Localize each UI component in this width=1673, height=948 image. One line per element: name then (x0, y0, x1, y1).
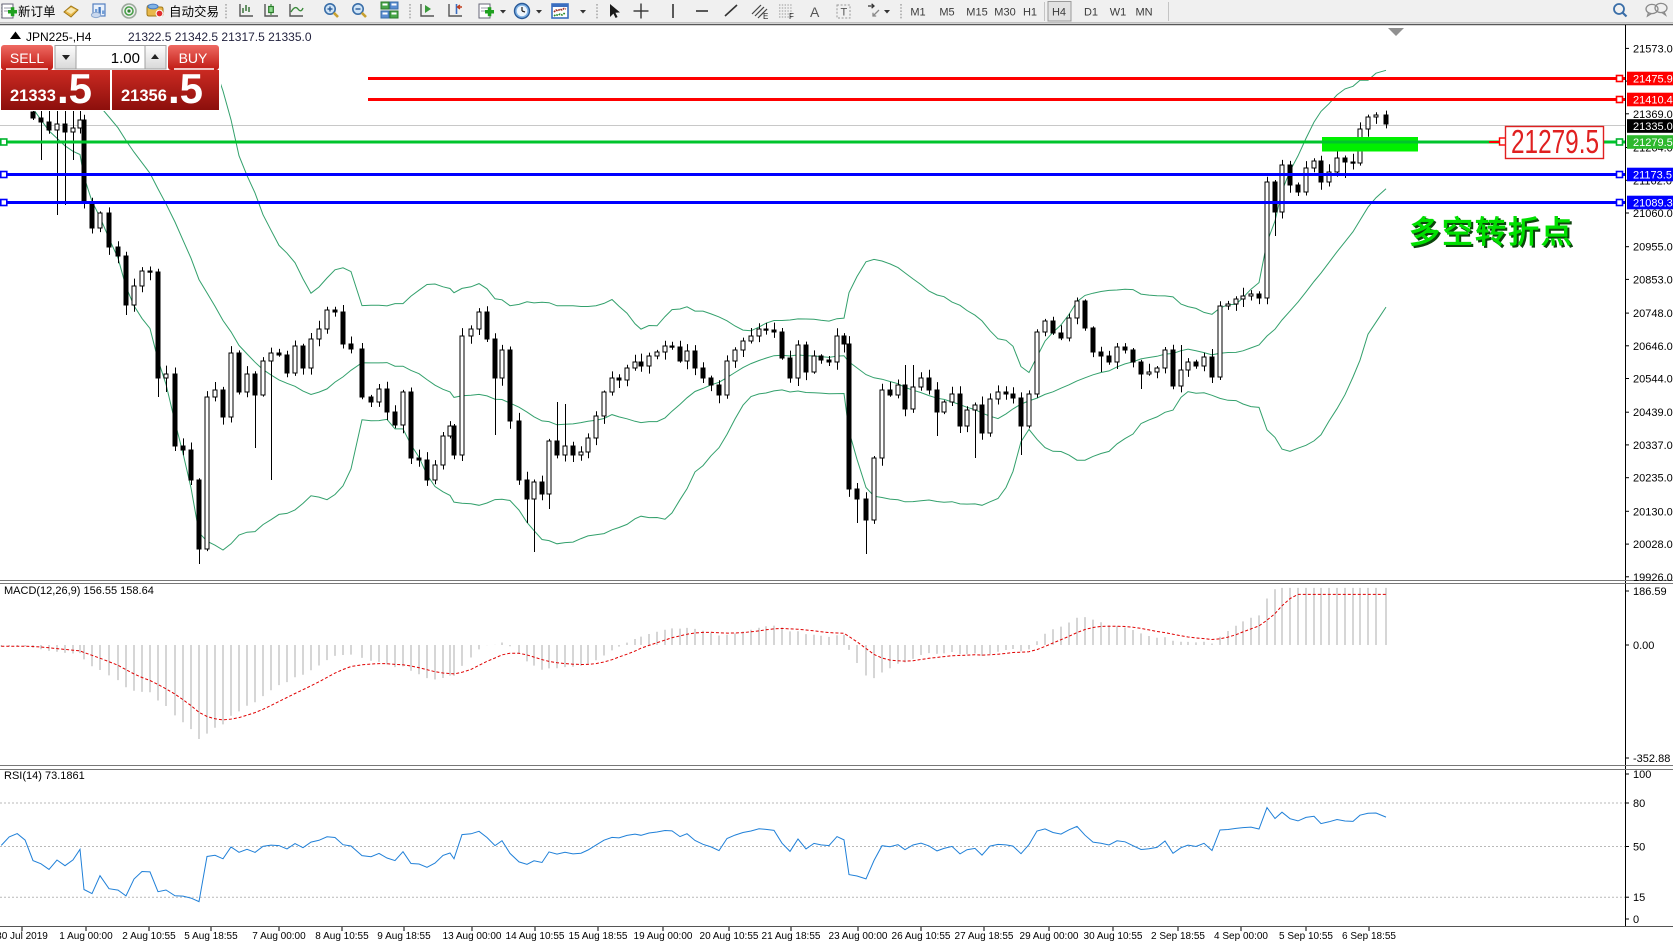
svg-text:29 Aug 00:00: 29 Aug 00:00 (1020, 931, 1079, 942)
svg-text:20130.0: 20130.0 (1633, 506, 1673, 518)
svg-text:1 Aug 00:00: 1 Aug 00:00 (59, 931, 113, 942)
svg-text:0.00: 0.00 (1633, 640, 1654, 652)
svg-text:21089.3: 21089.3 (1633, 198, 1673, 210)
svg-text:23 Aug 00:00: 23 Aug 00:00 (829, 931, 888, 942)
svg-text:21322.5 21342.5 21317.5 21335.: 21322.5 21342.5 21317.5 21335.0 (128, 30, 312, 44)
svg-text:7 Aug 00:00: 7 Aug 00:00 (252, 931, 306, 942)
svg-text:A: A (810, 4, 820, 20)
svg-text:21279.5: 21279.5 (1511, 123, 1599, 160)
svg-text:20235.0: 20235.0 (1633, 473, 1673, 485)
svg-text:21279.5: 21279.5 (1633, 137, 1673, 149)
svg-text:自动交易: 自动交易 (169, 4, 219, 19)
svg-text:-352.88: -352.88 (1633, 753, 1670, 765)
svg-text:MACD(12,26,9) 156.55 158.64: MACD(12,26,9) 156.55 158.64 (4, 585, 154, 597)
svg-text:21573.0: 21573.0 (1633, 43, 1673, 55)
svg-text:20853.0: 20853.0 (1633, 274, 1673, 286)
svg-text:13 Aug 00:00: 13 Aug 00:00 (443, 931, 502, 942)
svg-text:21335.0: 21335.0 (1633, 121, 1673, 133)
svg-text:14 Aug 10:55: 14 Aug 10:55 (506, 931, 565, 942)
svg-text:20955.0: 20955.0 (1633, 242, 1673, 254)
svg-text:0: 0 (1633, 914, 1639, 926)
svg-text:E: E (763, 12, 768, 21)
svg-text:30 Aug 10:55: 30 Aug 10:55 (1084, 931, 1143, 942)
svg-text:JPN225-,H4: JPN225-,H4 (26, 30, 92, 44)
svg-text:21173.5: 21173.5 (1633, 170, 1672, 182)
svg-text:8 Aug 10:55: 8 Aug 10:55 (315, 931, 369, 942)
svg-text:30 Jul 2019: 30 Jul 2019 (0, 931, 48, 942)
svg-text:21060.0: 21060.0 (1633, 208, 1673, 220)
svg-text:多空转折点: 多空转折点 (1409, 215, 1574, 250)
svg-text:21410.4: 21410.4 (1633, 95, 1673, 107)
svg-text:6 Sep 18:55: 6 Sep 18:55 (1342, 931, 1396, 942)
svg-text:5 Aug 18:55: 5 Aug 18:55 (184, 931, 238, 942)
svg-text:20544.0: 20544.0 (1633, 374, 1673, 386)
svg-text:15: 15 (1633, 892, 1645, 904)
svg-text:5 Sep 10:55: 5 Sep 10:55 (1279, 931, 1333, 942)
svg-text:186.59: 186.59 (1633, 586, 1667, 598)
svg-text:RSI(14) 73.1861: RSI(14) 73.1861 (4, 770, 85, 782)
svg-text:SELL: SELL (10, 50, 44, 66)
svg-text:2 Sep 18:55: 2 Sep 18:55 (1151, 931, 1205, 942)
svg-text:W1: W1 (1110, 7, 1127, 19)
svg-text:.5: .5 (57, 65, 92, 112)
svg-text:19926.0: 19926.0 (1633, 572, 1673, 584)
svg-text:F: F (789, 12, 794, 21)
svg-text:多空转折点: 多空转折点 (1411, 217, 1576, 252)
svg-text:D1: D1 (1084, 7, 1098, 19)
svg-text:20646.0: 20646.0 (1633, 341, 1673, 353)
svg-text:21333: 21333 (10, 87, 56, 105)
svg-text:20748.0: 20748.0 (1633, 308, 1673, 320)
svg-text:21369.0: 21369.0 (1633, 109, 1673, 121)
svg-text:27 Aug 18:55: 27 Aug 18:55 (955, 931, 1014, 942)
svg-text:50: 50 (1633, 842, 1645, 854)
svg-text:1.00: 1.00 (111, 50, 140, 67)
svg-text:2 Aug 10:55: 2 Aug 10:55 (122, 931, 176, 942)
svg-text:15 Aug 18:55: 15 Aug 18:55 (569, 931, 628, 942)
svg-text:100: 100 (1633, 769, 1651, 781)
svg-text:新订单: 新订单 (18, 4, 56, 19)
svg-text:T: T (841, 7, 848, 19)
svg-text:MN: MN (1135, 7, 1152, 19)
svg-text:26 Aug 10:55: 26 Aug 10:55 (892, 931, 951, 942)
svg-text:BUY: BUY (179, 50, 208, 66)
svg-text:20439.0: 20439.0 (1633, 407, 1673, 419)
svg-text:21 Aug 18:55: 21 Aug 18:55 (762, 931, 821, 942)
svg-text:20 Aug 10:55: 20 Aug 10:55 (700, 931, 759, 942)
svg-text:20028.0: 20028.0 (1633, 539, 1673, 551)
svg-text:H1: H1 (1023, 7, 1037, 19)
svg-text:.5: .5 (168, 65, 203, 112)
svg-text:M15: M15 (966, 7, 987, 19)
svg-text:21475.9: 21475.9 (1633, 74, 1673, 86)
svg-text:M1: M1 (910, 7, 925, 19)
svg-text:M5: M5 (939, 7, 954, 19)
svg-text:9 Aug 18:55: 9 Aug 18:55 (377, 931, 431, 942)
svg-text:80: 80 (1633, 798, 1645, 810)
svg-text:M30: M30 (994, 7, 1015, 19)
svg-text:21356: 21356 (121, 87, 167, 105)
svg-text:20337.0: 20337.0 (1633, 440, 1673, 452)
svg-text:4 Sep 00:00: 4 Sep 00:00 (1214, 931, 1268, 942)
svg-text:H4: H4 (1052, 7, 1066, 19)
svg-text:19 Aug 00:00: 19 Aug 00:00 (634, 931, 693, 942)
